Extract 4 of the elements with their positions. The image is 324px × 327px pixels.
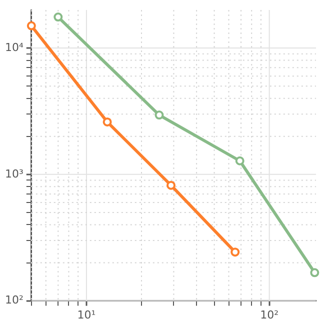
- x-tick-label: 10¹: [77, 308, 96, 322]
- y-tick-label: 10²: [4, 294, 24, 307]
- y-tick-label: 10⁴: [4, 40, 24, 54]
- y-tick-label: 10³: [4, 167, 24, 180]
